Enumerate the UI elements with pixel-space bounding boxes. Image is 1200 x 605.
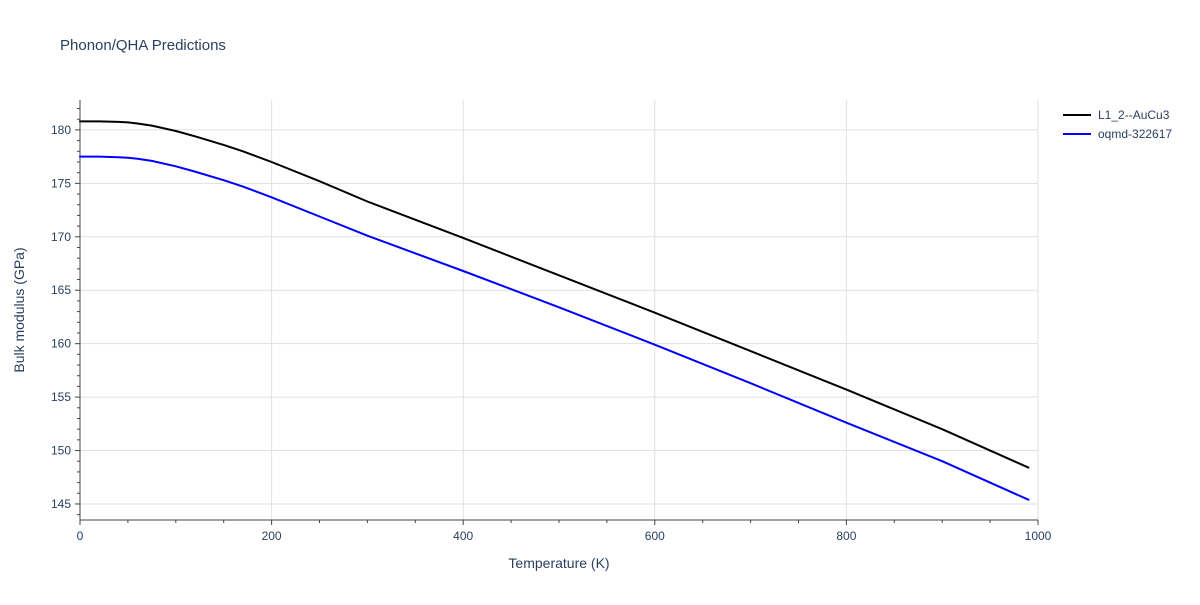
- legend-label: L1_2--AuCu3: [1098, 108, 1170, 122]
- y-tick-label: 160: [51, 337, 71, 351]
- legend: L1_2--AuCu3 oqmd-322617: [1063, 108, 1172, 141]
- x-tick-label: 400: [453, 529, 473, 543]
- series-line-1: [79, 120, 1030, 469]
- series-line-2: [79, 155, 1030, 501]
- chart-title: Phonon/QHA Predictions: [60, 37, 226, 54]
- y-tick-label: 155: [51, 390, 71, 404]
- y-tick-label: 150: [51, 444, 71, 458]
- y-tick-label: 180: [51, 123, 71, 137]
- y-tick-label: 170: [51, 230, 71, 244]
- series-lines: [79, 120, 1030, 501]
- x-tick-label: 200: [262, 529, 282, 543]
- legend-label: oqmd-322617: [1098, 127, 1172, 141]
- x-tick-label: 0: [77, 529, 84, 543]
- x-tick-label: 1000: [1025, 529, 1052, 543]
- x-axis-title: Temperature (K): [508, 555, 609, 571]
- y-tick-label: 165: [51, 283, 71, 297]
- y-tick-label: 145: [51, 497, 71, 511]
- y-tick-label: 175: [51, 176, 71, 190]
- grid-lines: [80, 100, 1039, 520]
- axes: 0 200 400 600 800 1000 145 150 155 160 165 170 175 18…: [51, 100, 1052, 543]
- y-axis-title: Bulk modulus (GPa): [11, 247, 27, 372]
- x-tick-label: 600: [645, 529, 665, 543]
- x-tick-label: 800: [836, 529, 856, 543]
